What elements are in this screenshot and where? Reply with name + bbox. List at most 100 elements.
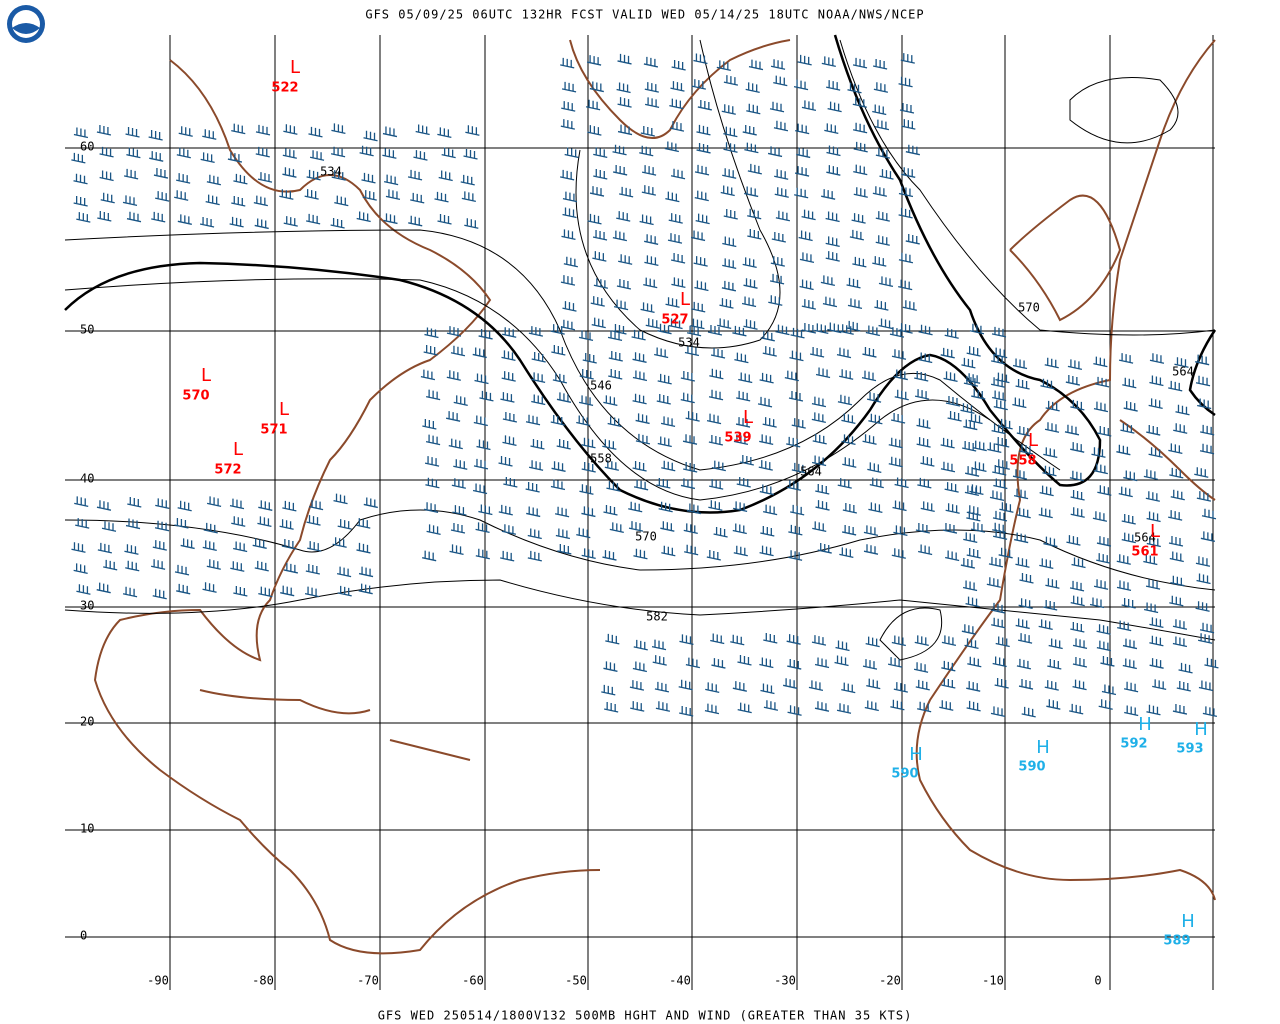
wind-barb	[1064, 424, 1080, 436]
lon-label: -80	[252, 974, 274, 988]
wind-barb	[501, 371, 516, 382]
wind-barb	[733, 545, 748, 557]
wind-barb	[799, 279, 814, 291]
low-value: 527	[661, 313, 688, 328]
wind-barb	[448, 438, 463, 450]
wind-barb	[679, 706, 694, 717]
wind-barb	[966, 346, 981, 357]
wind-barb	[1067, 359, 1083, 371]
wind-barb	[1124, 705, 1139, 717]
wind-barb	[408, 215, 423, 227]
wind-barb	[964, 466, 980, 477]
wind-barb	[709, 479, 724, 490]
wind-barb	[732, 681, 747, 692]
wind-barb	[670, 168, 686, 180]
wind-barb	[847, 82, 862, 94]
wind-barb	[1012, 469, 1028, 480]
wind-barb	[917, 701, 932, 713]
wind-barb	[918, 544, 933, 556]
wind-barb	[735, 417, 751, 428]
wind-barb	[683, 461, 698, 473]
wind-barb	[1201, 508, 1217, 520]
wind-barb	[605, 633, 620, 645]
wind-barb	[771, 231, 786, 243]
wind-barb	[862, 347, 877, 358]
contour-label: 570	[635, 530, 657, 544]
wind-barb	[1117, 620, 1132, 632]
wind-barb	[593, 169, 608, 180]
wind-barb	[763, 633, 778, 644]
wind-barb	[1070, 622, 1085, 633]
wind-barb	[1149, 617, 1164, 629]
wind-barb	[231, 516, 246, 527]
wind-barb	[306, 213, 321, 225]
wind-barb	[660, 416, 676, 427]
wind-barb	[670, 252, 686, 264]
wind-barb	[993, 347, 1008, 359]
wind-barb	[665, 191, 680, 203]
wind-barb	[526, 506, 541, 518]
wind-barb	[865, 325, 880, 337]
wind-barb	[799, 252, 815, 264]
wind-barb	[425, 477, 440, 489]
wind-barb	[1168, 535, 1184, 547]
wind-barb	[1046, 699, 1061, 710]
wind-barb	[205, 194, 220, 206]
wind-barb	[826, 80, 841, 91]
wind-barb	[592, 230, 608, 241]
wind-barb	[759, 434, 774, 445]
wind-barb	[562, 191, 578, 203]
wind-barb	[905, 233, 920, 245]
wind-barb	[966, 510, 981, 522]
wind-barb	[589, 186, 605, 197]
wind-barb	[528, 326, 544, 337]
wind-barb	[693, 53, 708, 65]
wind-barb	[632, 393, 647, 405]
wind-barb	[308, 126, 323, 138]
wind-barb	[866, 392, 882, 403]
wind-barb	[893, 525, 908, 536]
wind-barb	[560, 57, 575, 69]
wind-barb	[717, 318, 732, 330]
wind-barb	[1172, 704, 1188, 715]
wind-barb	[891, 349, 907, 360]
wind-barb	[690, 318, 705, 330]
low-value: 570	[182, 389, 209, 404]
wind-barb	[1143, 554, 1158, 566]
wind-barb	[1172, 619, 1188, 630]
wind-barb	[551, 345, 566, 356]
wind-barb	[835, 640, 850, 652]
wind-barb	[852, 97, 867, 108]
wind-barb	[1122, 377, 1137, 389]
wind-barb	[639, 214, 654, 226]
lat-label: 20	[80, 715, 94, 729]
wind-barb	[203, 522, 218, 534]
wind-barb	[337, 519, 352, 530]
wind-barb	[279, 519, 294, 530]
wind-barb	[878, 276, 894, 288]
wind-barb	[603, 661, 618, 672]
wind-barb	[760, 330, 775, 342]
wind-barb	[1045, 400, 1060, 412]
low-letter: L	[201, 365, 211, 386]
wind-barb	[450, 345, 466, 357]
wind-barb	[153, 168, 169, 179]
wind-barb	[654, 347, 669, 359]
low-value: 572	[214, 463, 241, 478]
wind-barb	[632, 661, 648, 673]
wind-barb	[498, 456, 513, 467]
wind-barb	[655, 701, 671, 712]
wind-barb	[527, 550, 542, 562]
wind-barb	[798, 230, 813, 242]
wind-barb	[501, 350, 516, 361]
wind-barb	[1168, 443, 1183, 455]
wind-barb	[940, 461, 956, 473]
wind-barb	[176, 173, 191, 184]
wind-barb	[1169, 595, 1184, 607]
wind-barb	[890, 412, 906, 424]
wind-barb	[1149, 375, 1164, 387]
wind-barb	[787, 550, 803, 561]
wind-barb	[528, 460, 544, 471]
wind-barb	[732, 523, 747, 535]
wind-barb	[122, 195, 138, 206]
